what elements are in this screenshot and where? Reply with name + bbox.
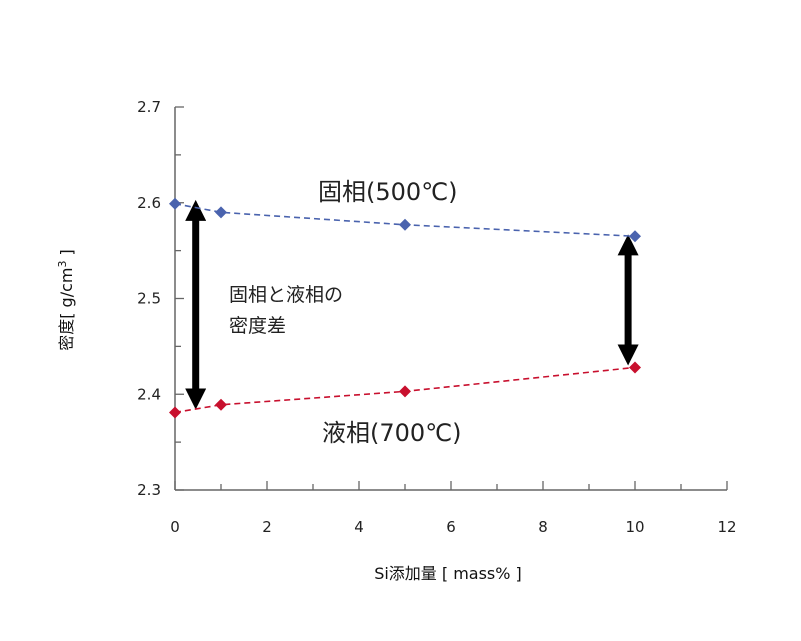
series-0-point [215,206,227,219]
y-axis-label-sup: 3 [56,261,69,268]
x-tick-label: 2 [262,518,272,536]
y-tick-label: 2.5 [137,290,161,308]
y-axis-label: 密度[ g/cm3 ] [56,249,76,351]
x-tick-label: 10 [625,518,644,536]
series-label-solid: 固相(500℃) [318,178,458,206]
y-ticks: 2.3 2.4 2.5 2.6 2.7 [137,98,184,499]
series-0-point [399,218,411,231]
series-1-point [215,398,227,411]
series-0-point [629,230,641,243]
x-tick-label: 0 [170,518,180,536]
y-tick-label: 2.6 [137,194,161,212]
axes: 2.3 2.4 2.5 2.6 2.7 0 2 4 6 8 10 12 [137,98,736,536]
y-axis-label-end: ] [57,249,76,260]
x-tick-label: 4 [354,518,364,536]
x-tick-label: 8 [538,518,548,536]
y-axis-label-main: 密度[ g/cm [57,268,76,351]
y-tick-label: 2.4 [137,385,161,403]
x-axis-label: Si添加量 [ mass% ] [374,564,522,583]
series-0-point [169,197,181,210]
series-0-line [174,202,636,238]
series-1-point [169,406,181,419]
series-label-liquid: 液相(700℃) [322,419,462,447]
series-1-point [629,361,641,374]
series-1-line [174,366,636,414]
annotation-line-1: 固相と液相の [229,284,343,306]
x-tick-label: 12 [717,518,736,536]
series-1-point [399,385,411,398]
x-ticks: 0 2 4 6 8 10 12 [170,481,737,536]
difference-arrows [185,199,639,410]
x-tick-label: 6 [446,518,456,536]
y-tick-label: 2.3 [137,481,161,499]
series-layer [169,197,641,419]
y-tick-label: 2.7 [137,98,161,116]
annotation-line-2: 密度差 [229,315,286,337]
